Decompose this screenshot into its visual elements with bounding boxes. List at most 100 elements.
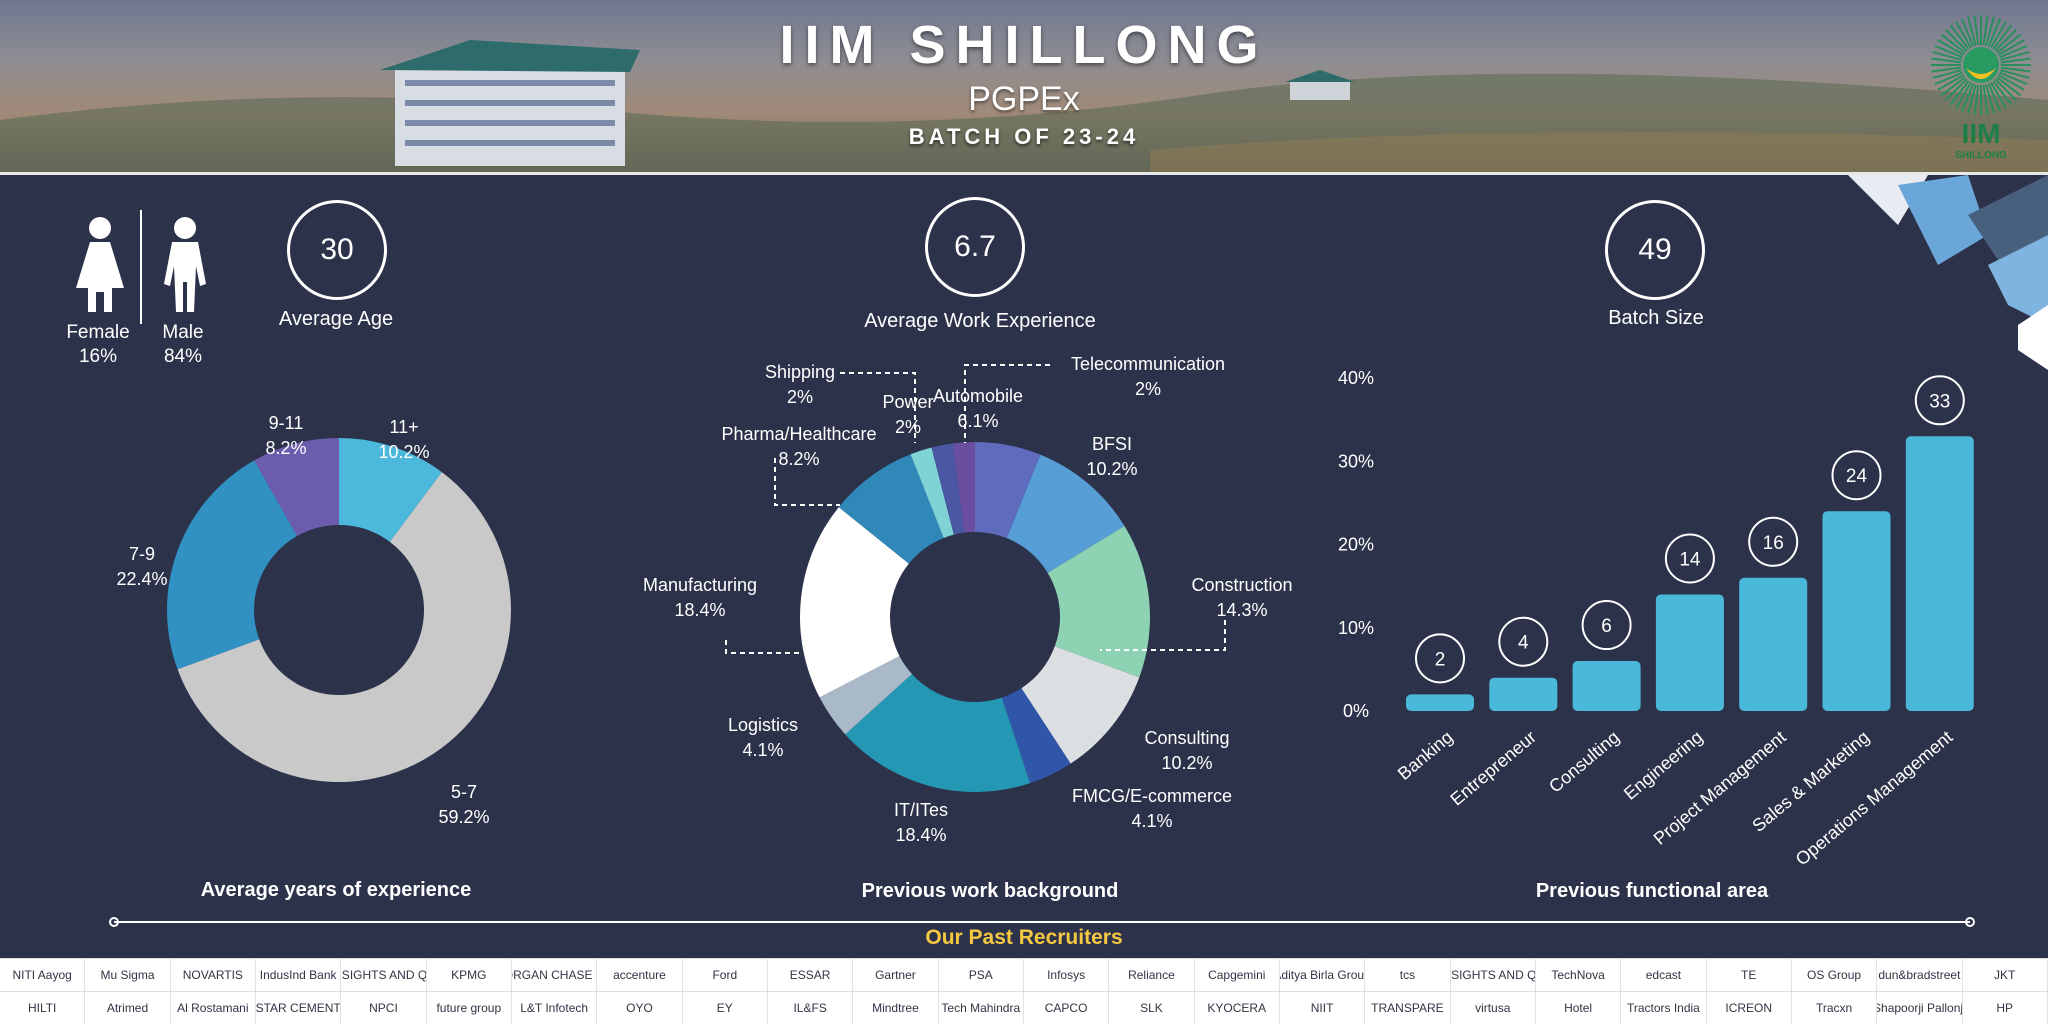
background-slice-it-ites [845, 674, 1031, 792]
functional-bar-chart: 0% 10% 20% 30% 40% 2 Banking 4 Entrepreneur 6 Cons… [1338, 368, 1974, 870]
bar-value-circle [1498, 616, 1549, 667]
bar-banking [1406, 694, 1474, 711]
background-fmcg-e-commerce-value: 4.1% [1131, 811, 1172, 831]
bar-value-label: 4 [1518, 633, 1529, 654]
recruiter-row-2: HILTI Atrimed Al Rostamani STAR CEMENT NPCI f… [0, 991, 2048, 1024]
bar-value-circle [1831, 450, 1882, 501]
recruiter-logo-novartis: NOVARTIS [171, 959, 256, 991]
recruiter-logo-hp: HP [1963, 992, 2048, 1024]
bar-value-label: 33 [1929, 391, 1950, 412]
experience-donut-chart: 11+ 10.2% 5-7 59.2% 7-9 22.4% 9-11 8.2% [116, 413, 511, 827]
recruiter-logo-tracxn: Tracxn [1792, 992, 1878, 1024]
background-shipping-label: Shipping [765, 362, 835, 382]
recruiter-logo-tractors-india: Tractors India [1621, 992, 1707, 1024]
bar-value-label: 2 [1435, 649, 1446, 670]
bar-value-label: 24 [1846, 466, 1868, 487]
iim-logo: IIM SHILLONG [1926, 10, 2036, 170]
recruiter-logo-slk: SLK [1109, 992, 1195, 1024]
banner-landscape [0, 40, 2048, 174]
experience-slice-11 [339, 438, 442, 542]
batch-size-value: 49 [1605, 200, 1705, 300]
experience-slice-5-7 [177, 472, 511, 782]
background-slice-construction [1047, 526, 1150, 678]
leader-line-1 [840, 372, 916, 443]
background-automobile-label: Automobile [933, 386, 1023, 406]
background-slice-manufacturing [800, 507, 909, 698]
batch-size-label: Batch Size [1608, 307, 1704, 329]
bar-consulting [1572, 661, 1641, 711]
recruiter-logo-kpmg: KPMG [427, 959, 512, 991]
x-tick-operations-management: Operations Management [1792, 727, 1957, 870]
bar-value-circle [1914, 375, 1965, 426]
background-slice-automobile [975, 442, 1041, 539]
bar-entrepreneur [1489, 677, 1558, 711]
recruiter-logo-tcs: tcs [1365, 959, 1451, 991]
y-tick-label: 0% [1343, 701, 1369, 721]
female-label: Female [66, 322, 130, 343]
y-tick-label: 20% [1338, 535, 1374, 555]
male-pct: 84% [163, 346, 203, 367]
work-exp-value: 6.7 [925, 197, 1025, 297]
background-fmcg-e-commerce-label: FMCG/E-commerce [1072, 786, 1232, 806]
recruiter-logo-npci: NPCI [341, 992, 427, 1024]
background-slice-pharma-healthcare [838, 454, 944, 564]
logo-text: IIM [1961, 118, 2001, 149]
recruiter-logo-ey: EY [683, 992, 768, 1024]
background-shipping-value: 2% [787, 387, 813, 407]
background-pharma-healthcare-label: Pharma/Healthcare [721, 424, 876, 444]
recruiter-logo-shapoorji-pallonji: Shapoorji Pallonji [1877, 992, 1963, 1024]
background-logistics-label: Logistics [728, 715, 798, 735]
recruiter-logo-os-group: OS Group [1792, 959, 1878, 991]
x-tick-entrepreneur: Entrepreneur [1447, 727, 1540, 810]
background-telecommunication-value: 2% [1135, 379, 1161, 399]
bar-project-management [1739, 577, 1808, 711]
recruiters-title: Our Past Recruiters [925, 926, 1123, 949]
recruiter-logo-virtusa: virtusa [1451, 992, 1536, 1024]
recruiter-logo-al-rostamani: Al Rostamani [171, 992, 256, 1024]
y-tick-label: 10% [1338, 618, 1374, 638]
female-icon [76, 217, 124, 312]
experience-slice-7-9 [167, 460, 298, 670]
recruiter-logo-capco: CAPCO [1024, 992, 1110, 1024]
recruiter-logo-kyocera: KYOCERA [1195, 992, 1280, 1024]
decorative-diamonds [1848, 175, 2048, 370]
logo-sunburst-icon [1931, 15, 2031, 115]
recruiter-logo-tata-insights-and-quants: TATA INSIGHTS AND QUANTS [341, 959, 427, 991]
y-tick-label: 40% [1338, 368, 1374, 388]
background-construction-value: 14.3% [1216, 600, 1267, 620]
recruiter-logo-indusind-bank: IndusInd Bank [256, 959, 342, 991]
x-tick-engineering: Engineering [1620, 727, 1706, 804]
bar-sales-marketing [1822, 511, 1891, 711]
leader-line-2 [774, 458, 840, 506]
recruiter-logo-future-group: future group [427, 992, 512, 1024]
recruiter-logo-mu-sigma: Mu Sigma [85, 959, 171, 991]
recruiter-logo-transpare: TRANSPARE [1365, 992, 1451, 1024]
background-logistics-value: 4.1% [742, 740, 783, 760]
bar-value-label: 16 [1763, 533, 1784, 554]
recruiters-divider [109, 917, 1975, 927]
bar-value-circle [1415, 633, 1465, 684]
recruiter-logo-hilti: HILTI [0, 992, 86, 1024]
average-age-label: Average Age [278, 308, 394, 330]
recruiter-logo-essar: ESSAR [768, 959, 854, 991]
background-slice-bfsi [1006, 454, 1125, 573]
recruiter-logo-star-cement: STAR CEMENT [256, 992, 342, 1024]
recruiter-logo-niit: NIIT [1280, 992, 1366, 1024]
recruiter-logo-l-t-infotech: L&T Infotech [512, 992, 598, 1024]
leader-line-3 [725, 640, 802, 654]
background-consulting-value: 10.2% [1161, 753, 1212, 773]
background-it-ites-value: 18.4% [895, 825, 946, 845]
x-tick-banking: Banking [1394, 727, 1457, 784]
recruiter-logo-gartner: Gartner [853, 959, 939, 991]
work-exp-label: Average Work Experience [864, 310, 1096, 332]
background-slice-logistics [819, 656, 912, 735]
logo-subtext: SHILLONG [1955, 150, 2007, 161]
x-tick-consulting: Consulting [1545, 727, 1623, 797]
background-automobile-value: 6.1% [957, 411, 998, 431]
recruiter-logo-tech-mahindra: Tech Mahindra [939, 992, 1024, 1024]
recruiter-logo-reliance: Reliance [1109, 959, 1195, 991]
background-slice-telecommunication [953, 442, 975, 533]
female-pct: 16% [78, 346, 118, 367]
banner-subtitle: PGPEx [968, 80, 1080, 118]
